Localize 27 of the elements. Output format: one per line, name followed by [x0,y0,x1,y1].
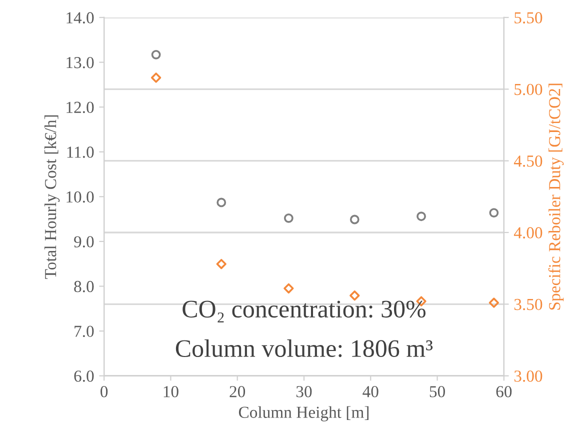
x-tick-label: 30 [296,386,312,398]
annotation: CO₂ concentration: 30% [182,300,426,322]
x-tick-label: 60 [496,386,512,398]
x-axis-title: Column Height [m] [238,406,368,422]
y2-tick-label: 3.00 [514,370,542,382]
y2-tick-label: 5.50 [514,12,542,24]
y-tick-label: 9.0 [74,236,94,248]
y2-axis-title: Specific Reboiler Duty [GJ/tCO2] [548,84,564,310]
x-tick-label: 40 [362,386,378,398]
y-tick-label: 14.0 [66,12,94,24]
x-tick-label: 10 [164,386,178,398]
annotation: Column volume: 1806 m³ [176,339,433,358]
y-tick-label: 6.0 [74,370,94,382]
y-axis-title: Total Hourly Cost [k€/h] [44,115,60,279]
y2-tick-label: 4.00 [514,227,542,239]
y-tick-label: 7.0 [74,326,94,338]
y2-tick-label: 4.50 [514,156,542,167]
x-tick-label: 20 [230,386,246,398]
y-tick-label: 8.0 [74,280,94,292]
y-tick-label: 10.0 [66,191,94,203]
y-tick-label: 13.0 [66,56,94,68]
x-tick-label: 50 [430,386,445,398]
x-tick-label: 0 [100,386,108,398]
y-tick-label: 11.0 [67,146,94,158]
y2-tick-label: 3.50 [514,298,542,310]
y2-tick-label: 5.00 [514,84,542,96]
y-tick-label: 12.0 [66,102,94,114]
